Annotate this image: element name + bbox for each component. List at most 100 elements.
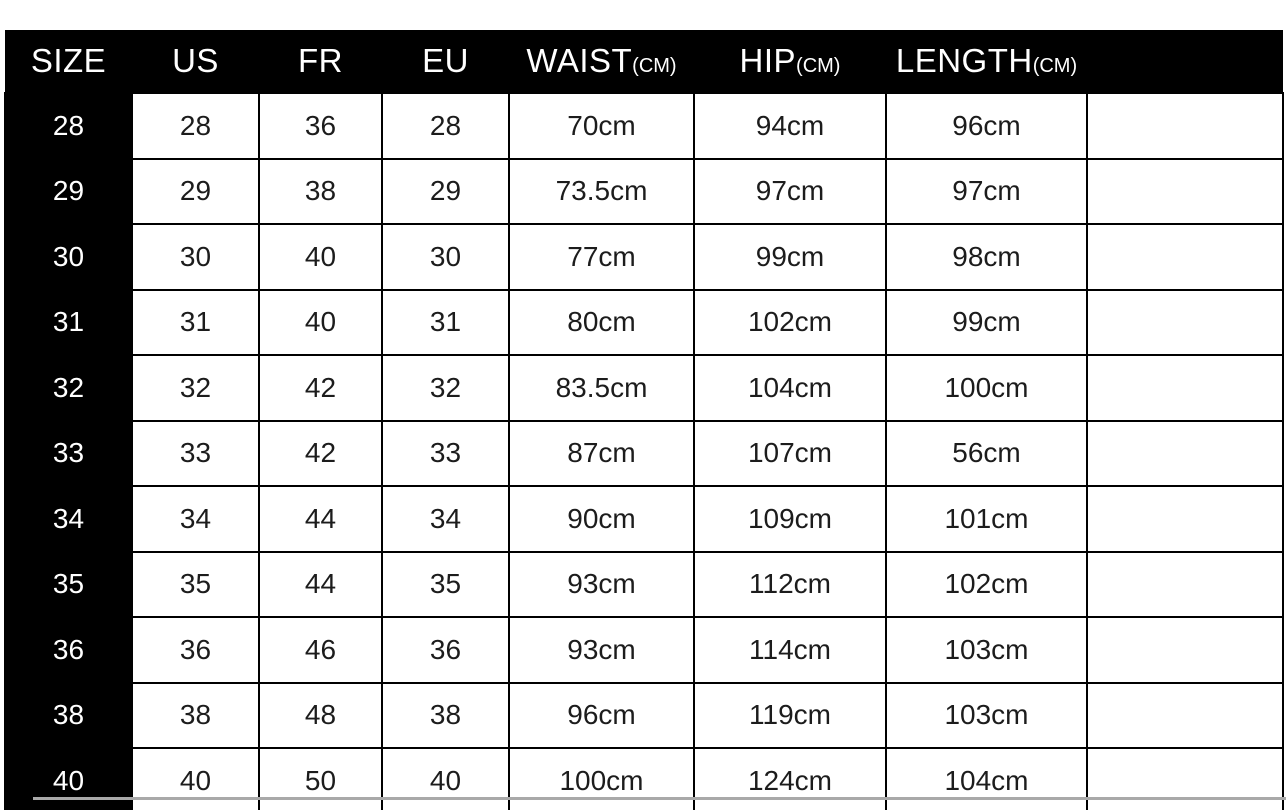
cell-hip: 114cm bbox=[693, 616, 887, 684]
cell-fr: 40 bbox=[258, 223, 383, 291]
table-row: 32 32 42 32 83.5cm 104cm 100cm bbox=[4, 354, 1284, 422]
cell-hip: 109cm bbox=[693, 485, 887, 553]
cell-empty bbox=[1086, 288, 1284, 356]
cell-waist: 93cm bbox=[508, 616, 695, 684]
header-unit-hip: (CM) bbox=[796, 55, 841, 77]
cell-hip: 119cm bbox=[693, 681, 887, 749]
cell-waist: 80cm bbox=[508, 288, 695, 356]
row-size-label: 31 bbox=[4, 288, 133, 356]
cell-empty bbox=[1086, 354, 1284, 422]
cell-empty bbox=[1086, 157, 1284, 225]
cell-eu: 40 bbox=[381, 747, 510, 810]
header-cell-size: SIZE bbox=[5, 30, 132, 93]
cell-length: 101cm bbox=[885, 485, 1088, 553]
cell-eu: 29 bbox=[381, 157, 510, 225]
header-label-us: US bbox=[172, 42, 219, 79]
header-label-hip: HIP bbox=[739, 42, 797, 79]
header-cell-us: US bbox=[132, 30, 259, 93]
cell-waist: 73.5cm bbox=[508, 157, 695, 225]
row-size-label: 34 bbox=[4, 485, 133, 553]
table-row: 34 34 44 34 90cm 109cm 101cm bbox=[4, 485, 1284, 553]
cell-empty bbox=[1086, 616, 1284, 684]
header-cell-empty bbox=[1087, 30, 1283, 93]
bottom-divider bbox=[33, 797, 1286, 800]
cell-fr: 48 bbox=[258, 681, 383, 749]
cell-fr: 42 bbox=[258, 354, 383, 422]
cell-eu: 38 bbox=[381, 681, 510, 749]
cell-fr: 42 bbox=[258, 419, 383, 487]
cell-length: 104cm bbox=[885, 747, 1088, 810]
cell-length: 96cm bbox=[885, 92, 1088, 160]
table-row: 31 31 40 31 80cm 102cm 99cm bbox=[4, 288, 1284, 356]
cell-hip: 112cm bbox=[693, 550, 887, 618]
cell-fr: 44 bbox=[258, 550, 383, 618]
cell-hip: 104cm bbox=[693, 354, 887, 422]
cell-length: 103cm bbox=[885, 681, 1088, 749]
cell-hip: 107cm bbox=[693, 419, 887, 487]
row-size-label: 28 bbox=[4, 92, 133, 160]
table-row: 36 36 46 36 93cm 114cm 103cm bbox=[4, 616, 1284, 684]
header-label-length: LENGTH bbox=[895, 42, 1033, 79]
cell-us: 40 bbox=[131, 747, 260, 810]
header-label-size: SIZE bbox=[30, 42, 107, 79]
cell-eu: 30 bbox=[381, 223, 510, 291]
header-cell-hip: HIP(CM) bbox=[694, 30, 886, 93]
cell-fr: 50 bbox=[258, 747, 383, 810]
cell-us: 33 bbox=[131, 419, 260, 487]
cell-fr: 40 bbox=[258, 288, 383, 356]
row-size-label: 33 bbox=[4, 419, 133, 487]
cell-eu: 34 bbox=[381, 485, 510, 553]
cell-empty bbox=[1086, 223, 1284, 291]
header-label-fr: FR bbox=[298, 42, 343, 79]
table-row: 28 28 36 28 70cm 94cm 96cm bbox=[4, 92, 1284, 160]
row-size-label: 36 bbox=[4, 616, 133, 684]
cell-us: 38 bbox=[131, 681, 260, 749]
row-size-label: 35 bbox=[4, 550, 133, 618]
cell-length: 56cm bbox=[885, 419, 1088, 487]
cell-waist: 90cm bbox=[508, 485, 695, 553]
table-row: 30 30 40 30 77cm 99cm 98cm bbox=[4, 223, 1284, 291]
cell-length: 103cm bbox=[885, 616, 1088, 684]
cell-hip: 97cm bbox=[693, 157, 887, 225]
cell-empty bbox=[1086, 92, 1284, 160]
row-size-label: 29 bbox=[4, 157, 133, 225]
cell-waist: 77cm bbox=[508, 223, 695, 291]
row-size-label: 30 bbox=[4, 223, 133, 291]
cell-length: 102cm bbox=[885, 550, 1088, 618]
cell-eu: 31 bbox=[381, 288, 510, 356]
table-row: 29 29 38 29 73.5cm 97cm 97cm bbox=[4, 157, 1284, 225]
cell-eu: 33 bbox=[381, 419, 510, 487]
cell-hip: 124cm bbox=[693, 747, 887, 810]
table-body: 28 28 36 28 70cm 94cm 96cm 29 29 38 29 73.5cm 97cm 97… bbox=[4, 92, 1284, 810]
cell-length: 100cm bbox=[885, 354, 1088, 422]
table-row: 33 33 42 33 87cm 107cm 56cm bbox=[4, 419, 1284, 487]
cell-waist: 93cm bbox=[508, 550, 695, 618]
cell-waist: 87cm bbox=[508, 419, 695, 487]
cell-us: 34 bbox=[131, 485, 260, 553]
cell-us: 35 bbox=[131, 550, 260, 618]
header-cell-waist: WAIST(CM) bbox=[509, 30, 694, 93]
cell-us: 28 bbox=[131, 92, 260, 160]
header-label-waist: WAIST bbox=[526, 42, 633, 79]
row-size-label: 40 bbox=[4, 747, 133, 810]
header-row: SIZE US FR EU WAIST(CM) HIP(CM) LENGTH(C… bbox=[5, 30, 1283, 93]
cell-waist: 100cm bbox=[508, 747, 695, 810]
cell-waist: 96cm bbox=[508, 681, 695, 749]
cell-eu: 36 bbox=[381, 616, 510, 684]
cell-empty bbox=[1086, 681, 1284, 749]
table-row: 40 40 50 40 100cm 124cm 104cm bbox=[4, 747, 1284, 810]
row-size-label: 38 bbox=[4, 681, 133, 749]
cell-empty bbox=[1086, 419, 1284, 487]
header-unit-length: (CM) bbox=[1032, 55, 1078, 77]
table-row: 35 35 44 35 93cm 112cm 102cm bbox=[4, 550, 1284, 618]
cell-eu: 32 bbox=[381, 354, 510, 422]
cell-empty bbox=[1086, 485, 1284, 553]
cell-hip: 99cm bbox=[693, 223, 887, 291]
cell-hip: 102cm bbox=[693, 288, 887, 356]
cell-hip: 94cm bbox=[693, 92, 887, 160]
cell-fr: 38 bbox=[258, 157, 383, 225]
header-cell-eu: EU bbox=[382, 30, 509, 93]
cell-length: 99cm bbox=[885, 288, 1088, 356]
table-header: SIZE US FR EU WAIST(CM) HIP(CM) LENGTH(C… bbox=[5, 30, 1283, 93]
